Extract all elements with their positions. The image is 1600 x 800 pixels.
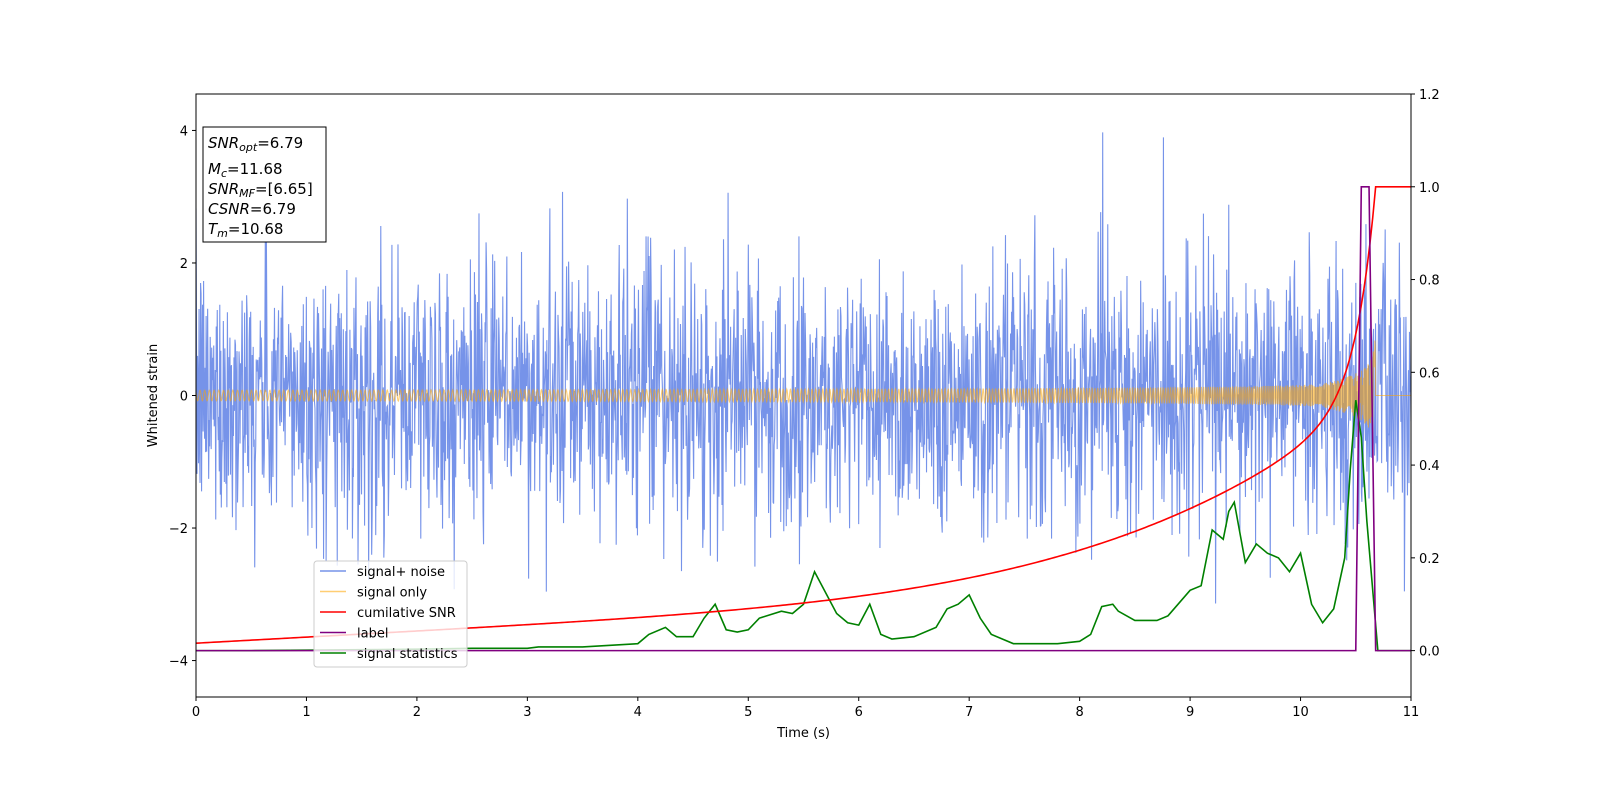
series-signal-noise-line [196, 132, 1411, 604]
legend: signal+ noise signal only cumilative SNR la… [313, 560, 468, 668]
x-tick-label: 2 [413, 705, 421, 720]
right-y-tick-label: 0.0 [1419, 645, 1440, 660]
x-tick-label: 8 [1075, 705, 1083, 720]
left-y-axis: 4 2 0 −2 −4 [169, 124, 196, 670]
right-y-tick-label: 1.2 [1419, 88, 1440, 103]
right-y-tick-label: 0.6 [1419, 366, 1440, 381]
legend-label: label [357, 627, 388, 642]
info-box: SNRopt=6.79 Mc=11.68 SNRMF=[6.65] CSNR=6… [202, 126, 327, 243]
legend-label: signal only [357, 586, 427, 601]
x-tick-label: 5 [744, 705, 752, 720]
right-y-tick-label: 0.2 [1419, 552, 1440, 567]
series-signal-statistics-line [196, 400, 1411, 652]
right-y-tick-label: 1.0 [1419, 181, 1440, 196]
info-snr-opt: SNRopt=6.79 [208, 134, 303, 154]
left-y-tick-label: 2 [180, 257, 188, 272]
x-tick-label: 10 [1292, 705, 1309, 720]
series-label-line [196, 185, 1411, 652]
left-y-tick-label: 4 [180, 124, 188, 139]
x-axis: 0 1 2 3 4 5 6 7 8 9 10 11 [192, 697, 1419, 720]
x-tick-label: 0 [192, 705, 200, 720]
x-tick-label: 9 [1186, 705, 1194, 720]
left-y-tick-label: 0 [180, 390, 188, 405]
left-y-tick-label: −2 [169, 522, 188, 537]
legend-label: signal statistics [357, 647, 458, 662]
x-tick-label: 1 [302, 705, 310, 720]
legend-label: cumilative SNR [357, 606, 456, 621]
right-y-axis: 1.2 1.0 0.8 0.6 0.4 0.2 0.0 [1411, 88, 1440, 660]
legend-label: signal+ noise [357, 565, 445, 580]
right-y-tick-label: 0.8 [1419, 274, 1440, 289]
x-tick-label: 4 [634, 705, 642, 720]
x-tick-label: 11 [1403, 705, 1420, 720]
series-signal-only-line [196, 340, 1411, 434]
right-y-tick-label: 0.4 [1419, 459, 1440, 474]
x-tick-label: 6 [855, 705, 863, 720]
info-mc: Mc=11.68 [208, 160, 283, 180]
info-csnr: CSNR=6.79 [208, 200, 296, 218]
info-snr-mf: SNRMF=[6.65] [208, 180, 313, 200]
left-y-tick-label: −4 [169, 655, 188, 670]
x-tick-label: 3 [523, 705, 531, 720]
info-tm: Tm=10.68 [208, 220, 283, 240]
x-tick-label: 7 [965, 705, 973, 720]
y-axis-label: Whitened strain [146, 344, 161, 447]
x-axis-label: Time (s) [776, 726, 830, 741]
